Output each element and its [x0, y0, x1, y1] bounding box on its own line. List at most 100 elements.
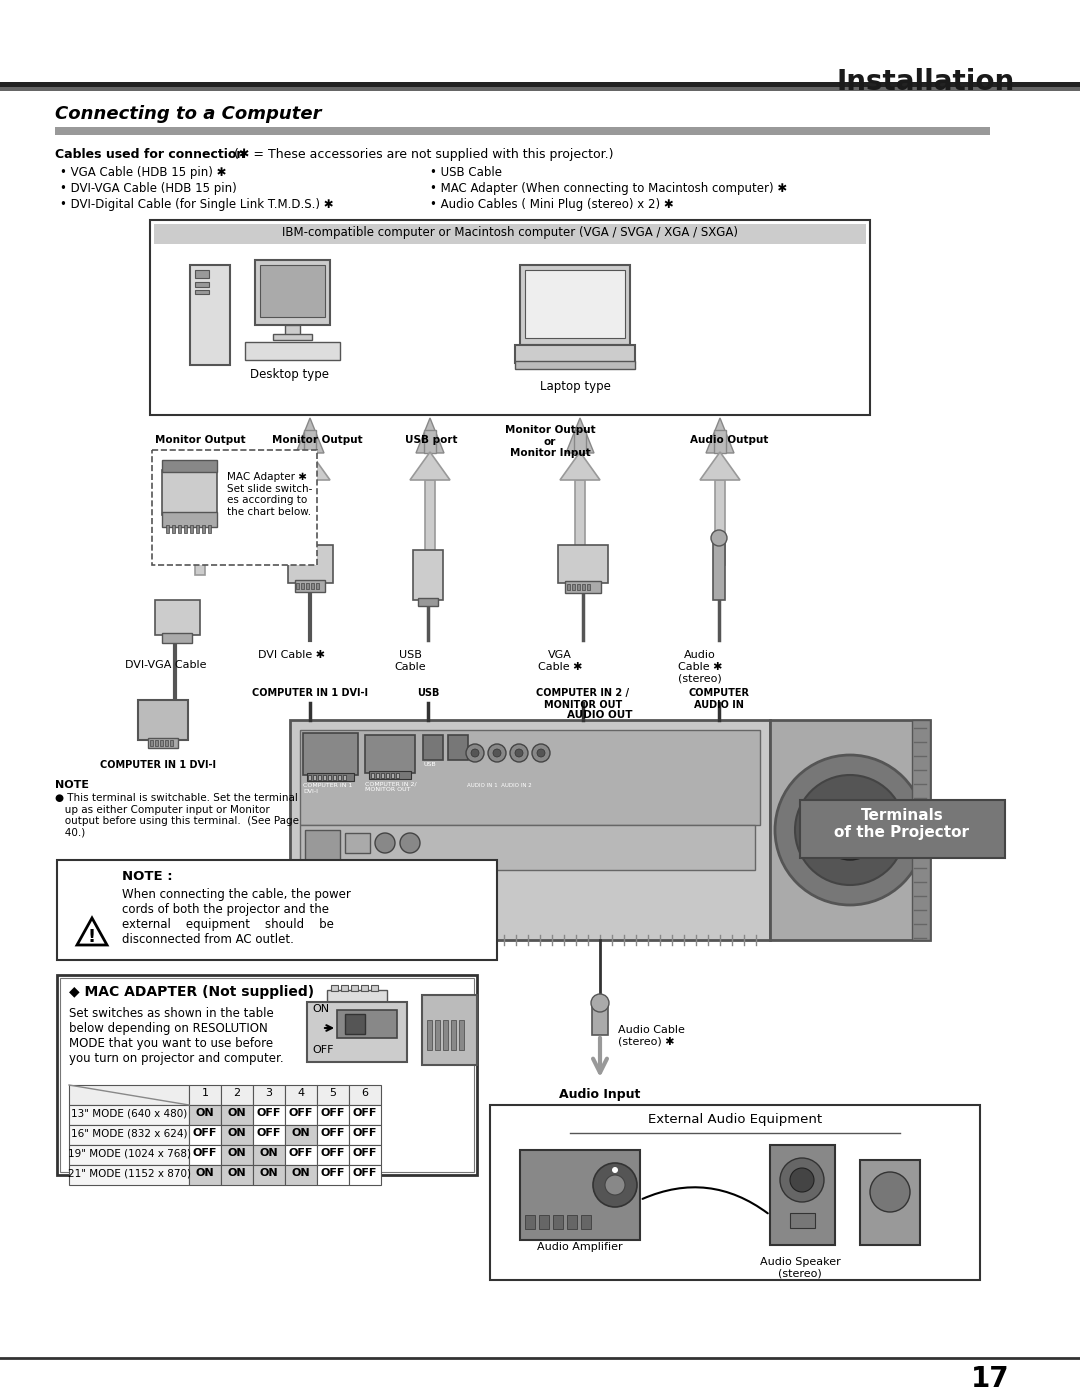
- Bar: [253, 1125, 285, 1146]
- Circle shape: [488, 745, 507, 761]
- Bar: [0, 87, 1080, 91]
- Bar: [303, 430, 316, 453]
- Bar: [459, 1020, 464, 1051]
- Bar: [148, 738, 178, 747]
- Bar: [288, 545, 333, 583]
- Text: IBM-compatible computer or Macintosh computer (VGA / SVGA / XGA / SXGA): IBM-compatible computer or Macintosh com…: [282, 226, 738, 239]
- Bar: [318, 1146, 349, 1165]
- Bar: [60, 978, 474, 1172]
- Bar: [189, 1105, 221, 1125]
- Bar: [150, 219, 870, 415]
- Bar: [273, 334, 312, 339]
- Polygon shape: [291, 453, 330, 481]
- Bar: [372, 985, 378, 990]
- Bar: [572, 584, 575, 590]
- Bar: [427, 1020, 432, 1051]
- Bar: [418, 598, 438, 606]
- Circle shape: [400, 833, 420, 854]
- Text: ON: ON: [292, 1127, 310, 1139]
- Text: Terminals
of the Projector: Terminals of the Projector: [835, 807, 970, 841]
- Bar: [365, 735, 415, 773]
- Bar: [221, 1105, 253, 1125]
- Text: Laptop type: Laptop type: [540, 380, 610, 393]
- Text: 1: 1: [202, 1088, 208, 1098]
- Bar: [558, 545, 608, 583]
- Text: COMPUTER IN 1
DVI-I: COMPUTER IN 1 DVI-I: [303, 782, 352, 793]
- Text: Audio Output: Audio Output: [690, 434, 768, 446]
- Text: AUDIO IN 1  AUDIO IN 2: AUDIO IN 1 AUDIO IN 2: [467, 782, 531, 788]
- Bar: [285, 1165, 318, 1185]
- Circle shape: [870, 1172, 910, 1213]
- Text: ● This terminal is switchable. Set the terminal
   up as either Computer input o: ● This terminal is switchable. Set the t…: [55, 793, 299, 838]
- Bar: [285, 1125, 318, 1146]
- Text: COMPUTER IN 1 DVI-I: COMPUTER IN 1 DVI-I: [100, 760, 216, 770]
- Bar: [525, 1215, 535, 1229]
- Text: 4: 4: [297, 1088, 305, 1098]
- Text: OFF: OFF: [321, 1108, 346, 1118]
- Bar: [448, 735, 468, 760]
- Bar: [369, 771, 411, 780]
- Polygon shape: [296, 418, 324, 453]
- Bar: [160, 740, 163, 746]
- Bar: [424, 430, 436, 453]
- Text: OFF: OFF: [321, 1148, 346, 1158]
- Circle shape: [375, 833, 395, 854]
- Bar: [318, 1085, 349, 1105]
- Polygon shape: [706, 418, 734, 453]
- Text: COMPUTER
AUDIO IN: COMPUTER AUDIO IN: [689, 687, 750, 710]
- Bar: [327, 990, 387, 1002]
- Text: Audio Speaker
(stereo): Audio Speaker (stereo): [759, 1257, 840, 1278]
- Bar: [162, 460, 217, 472]
- Text: Set switches as shown in the table
below depending on RESOLUTION
MODE that you w: Set switches as shown in the table below…: [69, 1007, 284, 1065]
- Text: • DVI-VGA Cable (HDB 15 pin): • DVI-VGA Cable (HDB 15 pin): [60, 182, 237, 196]
- Text: DVI-VGA Cable: DVI-VGA Cable: [125, 659, 206, 671]
- Bar: [435, 1020, 440, 1051]
- Bar: [567, 584, 570, 590]
- Circle shape: [537, 749, 545, 757]
- Bar: [150, 740, 153, 746]
- Bar: [349, 1085, 381, 1105]
- Text: • MAC Adapter (When connecting to Macintosh computer) ✱: • MAC Adapter (When connecting to Macint…: [430, 182, 787, 196]
- Bar: [69, 1146, 189, 1165]
- Bar: [490, 1105, 980, 1280]
- Bar: [300, 826, 755, 870]
- Bar: [333, 775, 336, 780]
- Bar: [318, 775, 321, 780]
- Bar: [190, 265, 230, 365]
- Text: Audio
Cable ✱
(stereo): Audio Cable ✱ (stereo): [678, 650, 723, 683]
- Bar: [189, 1146, 221, 1165]
- Bar: [539, 1215, 549, 1229]
- Bar: [316, 583, 319, 590]
- Text: 19" MODE (1024 x 768): 19" MODE (1024 x 768): [67, 1148, 190, 1158]
- Text: • Audio Cables ( Mini Plug (stereo) x 2) ✱: • Audio Cables ( Mini Plug (stereo) x 2)…: [430, 198, 674, 211]
- Text: • VGA Cable (HDB 15 pin) ✱: • VGA Cable (HDB 15 pin) ✱: [60, 166, 227, 179]
- Polygon shape: [77, 918, 107, 944]
- Text: • USB Cable: • USB Cable: [430, 166, 502, 179]
- Polygon shape: [180, 453, 220, 481]
- Bar: [0, 82, 1080, 87]
- Bar: [770, 719, 930, 940]
- Text: USB
Cable: USB Cable: [394, 650, 426, 672]
- Text: OFF: OFF: [353, 1127, 377, 1139]
- Bar: [69, 1105, 189, 1125]
- Bar: [306, 583, 309, 590]
- Bar: [318, 1165, 349, 1185]
- Polygon shape: [416, 418, 444, 453]
- Text: Monitor Output: Monitor Output: [272, 434, 363, 446]
- Bar: [170, 740, 173, 746]
- Bar: [381, 773, 384, 778]
- Circle shape: [612, 1166, 618, 1173]
- Bar: [789, 1213, 815, 1228]
- Bar: [714, 430, 726, 453]
- Text: USB: USB: [417, 687, 440, 698]
- Polygon shape: [700, 453, 740, 481]
- Text: 21" MODE (1152 x 870): 21" MODE (1152 x 870): [67, 1168, 190, 1178]
- Text: DVI Cable ✱: DVI Cable ✱: [258, 650, 325, 659]
- Bar: [189, 1085, 221, 1105]
- Bar: [582, 584, 585, 590]
- Bar: [295, 580, 325, 592]
- Text: OFF: OFF: [257, 1127, 281, 1139]
- Circle shape: [605, 1175, 625, 1194]
- Text: ON: ON: [228, 1168, 246, 1178]
- Bar: [307, 773, 354, 781]
